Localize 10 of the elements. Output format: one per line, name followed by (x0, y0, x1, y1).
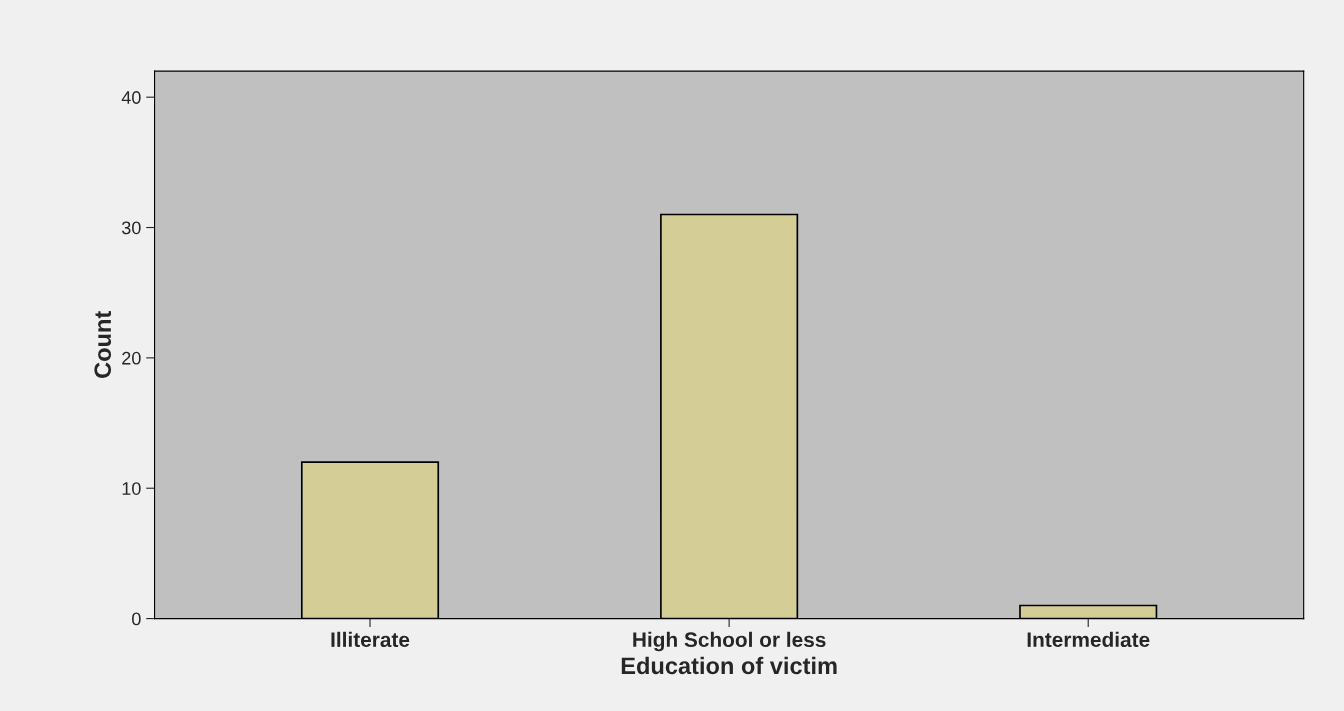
y-tick-label: 20 (122, 351, 141, 365)
y-tick-label: 0 (132, 612, 141, 626)
y-axis-title: Count (94, 311, 112, 378)
x-tick-label: Illiterate (331, 631, 410, 648)
x-tick-label: High School or less (633, 631, 826, 652)
y-tick-label: 30 (121, 221, 141, 235)
y-tick-label: 10 (122, 482, 141, 495)
x-axis-title: Education of victim (621, 656, 837, 675)
y-tick-label: 40 (121, 91, 141, 104)
x-tick-label: Intermediate (1027, 631, 1150, 648)
